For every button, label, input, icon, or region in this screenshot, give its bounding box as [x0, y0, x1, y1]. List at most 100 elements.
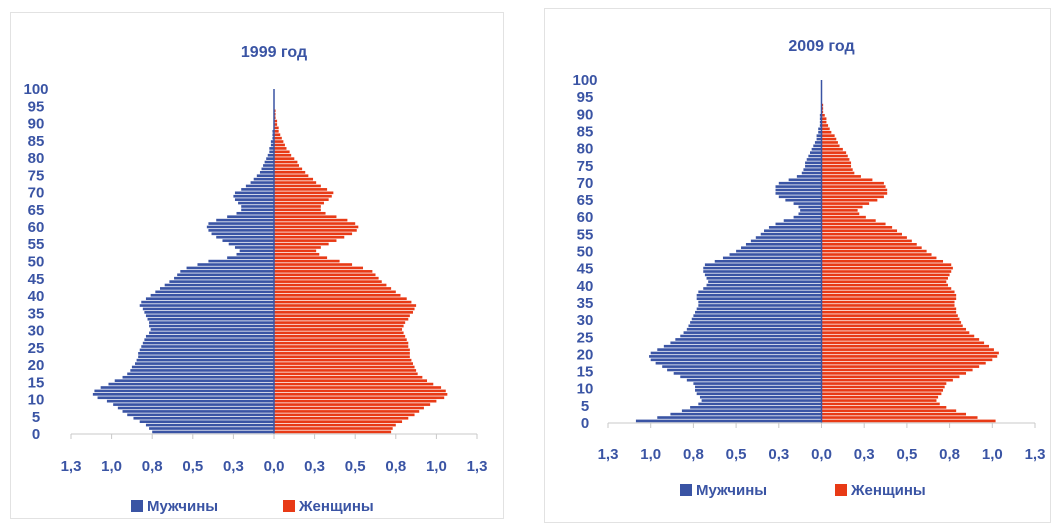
bar-male-age-23 — [670, 341, 822, 345]
x-tick-label: 0,8 — [142, 458, 163, 475]
bar-male-age-2 — [145, 423, 274, 427]
bar-female-age-78 — [821, 154, 848, 158]
bar-male-age-29 — [149, 331, 274, 335]
bar-male-age-55 — [760, 232, 822, 236]
bar-male-age-51 — [741, 246, 822, 250]
x-tick-label: 0,0 — [811, 446, 832, 463]
y-tick-label: 80 — [577, 141, 594, 158]
bar-male-age-31 — [149, 324, 274, 328]
bar-female-age-5 — [821, 402, 940, 406]
bar-male-age-72 — [796, 175, 822, 178]
bar-male-age-71 — [241, 188, 274, 191]
bar-male-age-66 — [778, 195, 822, 199]
bar-female-age-24 — [274, 348, 410, 352]
bar-male-age-86 — [272, 136, 274, 140]
y-tick-label: 70 — [28, 185, 45, 202]
bar-female-age-8 — [821, 392, 942, 396]
bar-female-age-49 — [821, 253, 932, 256]
bar-male-age-46 — [177, 273, 274, 277]
bar-male-age-72 — [245, 184, 274, 188]
bar-female-age-88 — [274, 129, 279, 133]
y-tick-label: 0 — [581, 415, 589, 432]
bar-female-age-74 — [821, 168, 853, 171]
bar-female-age-85 — [274, 140, 284, 143]
y-tick-label: 45 — [577, 261, 594, 278]
bar-female-age-10 — [821, 385, 945, 389]
bar-male-age-59 — [208, 229, 274, 232]
bar-male-age-42 — [160, 287, 274, 290]
bar-male-age-64 — [236, 211, 274, 215]
bar-male-age-49 — [729, 253, 822, 256]
bar-male-age-79 — [810, 151, 822, 154]
bar-female-age-50 — [821, 249, 927, 253]
bar-female-age-22 — [274, 355, 410, 359]
y-tick-label: 50 — [28, 254, 45, 271]
bar-female-age-59 — [274, 229, 357, 232]
bar-female-age-72 — [821, 175, 861, 178]
bar-female-age-63 — [274, 215, 337, 219]
bar-female-age-69 — [274, 194, 332, 198]
bar-male-age-45 — [703, 266, 822, 270]
bar-female-age-26 — [274, 341, 409, 345]
bar-male-age-45 — [174, 276, 274, 280]
bar-male-age-56 — [764, 229, 822, 233]
legend-female-swatch — [283, 500, 295, 512]
bar-male-age-64 — [793, 202, 822, 205]
x-tick-label: 0,8 — [385, 458, 406, 475]
bar-male-age-15 — [114, 379, 274, 383]
bar-female-age-52 — [821, 243, 917, 246]
bar-female-age-2 — [274, 423, 396, 427]
bar-female-age-23 — [821, 341, 985, 345]
bar-male-age-18 — [650, 358, 822, 362]
bar-male-age-69 — [233, 194, 274, 198]
bar-female-age-52 — [274, 252, 320, 256]
series-male-bars — [635, 113, 822, 423]
bar-male-age-4 — [133, 416, 274, 420]
bar-female-age-69 — [821, 185, 886, 188]
legend-female-swatch — [835, 484, 847, 496]
bar-male-age-19 — [649, 355, 822, 358]
bar-female-age-87 — [821, 124, 829, 127]
y-tick-label: 15 — [577, 364, 594, 381]
bar-female-age-25 — [821, 334, 975, 338]
y-tick-label: 35 — [577, 295, 594, 312]
bar-male-age-85 — [270, 140, 274, 143]
y-tick-label: 35 — [28, 305, 45, 322]
bar-male-age-20 — [650, 351, 822, 355]
bar-female-age-39 — [821, 287, 952, 290]
bar-female-age-83 — [821, 137, 837, 141]
bar-male-age-32 — [149, 321, 274, 324]
x-tick-label: 1,3 — [467, 458, 488, 475]
bar-female-age-83 — [274, 147, 287, 150]
bar-male-age-54 — [234, 246, 274, 249]
bar-male-age-88 — [819, 120, 822, 124]
y-tick-label: 95 — [577, 89, 594, 106]
bar-male-age-75 — [256, 174, 274, 178]
bar-male-age-32 — [695, 310, 822, 314]
bar-female-age-17 — [821, 361, 986, 365]
bar-female-age-50 — [274, 259, 340, 263]
bar-male-age-9 — [106, 399, 274, 403]
x-tick-label: 0,0 — [264, 458, 285, 475]
bar-male-age-39 — [145, 297, 274, 301]
bar-male-age-80 — [266, 157, 274, 160]
bar-female-age-0 — [821, 419, 996, 423]
bar-female-age-66 — [821, 195, 884, 199]
legend-male-label: Мужчины — [147, 498, 218, 515]
bar-female-age-42 — [274, 287, 392, 290]
bar-female-age-19 — [821, 355, 998, 358]
bar-male-age-10 — [695, 385, 822, 389]
bar-female-age-63 — [821, 205, 863, 209]
bar-male-age-3 — [139, 420, 274, 423]
y-tick-label: 75 — [577, 158, 594, 175]
bar-male-age-89 — [819, 117, 822, 121]
bar-female-age-14 — [274, 382, 434, 386]
bar-female-age-29 — [821, 321, 962, 324]
bar-male-age-57 — [216, 235, 274, 239]
bar-female-age-76 — [821, 161, 852, 165]
y-tick-label: 50 — [577, 244, 594, 261]
bar-female-age-54 — [274, 246, 321, 249]
bar-male-age-43 — [164, 283, 274, 287]
bar-female-age-60 — [821, 215, 866, 219]
bar-male-age-31 — [693, 314, 822, 317]
